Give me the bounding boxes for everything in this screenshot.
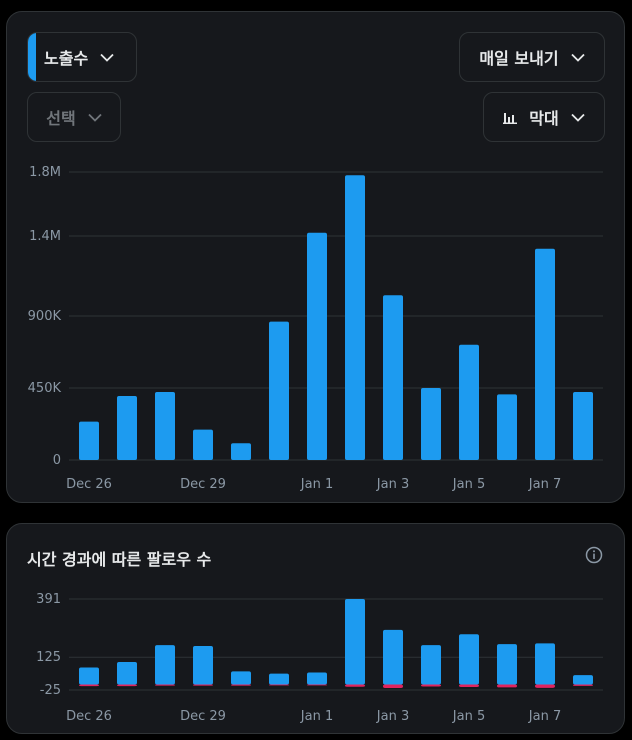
export-daily-label: 매일 보내기 [479, 49, 559, 68]
bar[interactable] [193, 429, 213, 460]
negative-bar[interactable] [307, 684, 327, 686]
bar[interactable] [231, 671, 251, 685]
bar[interactable] [497, 644, 517, 685]
x-tick-label: Jan 3 [376, 477, 409, 492]
impressions-card: 노출수 매일 보내기 선택 막대 0 450K 900K 1.4M 1.8M Dec 26… [6, 11, 625, 503]
y-tick-label: 125 [36, 650, 61, 665]
chart-type-label: 막대 [529, 109, 559, 128]
bar-chart-icon [503, 113, 518, 124]
bar[interactable] [307, 232, 327, 460]
x-tick-label: Jan 5 [452, 709, 485, 724]
bar[interactable] [307, 672, 327, 685]
bar[interactable] [573, 392, 593, 460]
y-tick-label: -25 [40, 683, 61, 698]
bar[interactable] [79, 667, 99, 685]
negative-bar[interactable] [193, 684, 213, 686]
impressions-bar-chart: 0 450K 900K 1.4M 1.8M Dec 26 Dec 29 Jan 1 Jan 3 J… [28, 165, 603, 492]
y-tick-label: 1.4M [29, 229, 61, 244]
followers-card: 시간 경과에 따른 팔로우 수 -25 125 391 Dec 26 Dec 29 Jan… [6, 523, 625, 734]
negative-bar[interactable] [573, 684, 593, 686]
bar[interactable] [421, 388, 441, 460]
bar[interactable] [383, 295, 403, 460]
bar[interactable] [231, 443, 251, 460]
chevron-down-icon [570, 53, 585, 62]
select-dropdown[interactable]: 선택 [27, 92, 121, 142]
y-tick-label: 450K [28, 381, 62, 396]
negative-bar[interactable] [231, 684, 251, 686]
metric-color-indicator [28, 33, 36, 81]
chevron-down-icon [88, 113, 102, 122]
x-tick-label: Jan 1 [300, 477, 333, 492]
x-tick-label: Jan 7 [528, 709, 561, 724]
negative-bar[interactable] [155, 684, 175, 686]
negative-bar[interactable] [79, 684, 99, 687]
x-tick-label: Dec 26 [66, 709, 112, 724]
bar[interactable] [79, 421, 99, 460]
bar[interactable] [193, 646, 213, 685]
bar[interactable] [573, 675, 593, 685]
x-tick-label: Jan 5 [452, 477, 485, 492]
chevron-down-icon [100, 53, 114, 62]
bar[interactable] [535, 248, 555, 460]
x-tick-label: Dec 26 [66, 477, 112, 492]
y-tick-label: 900K [28, 309, 62, 324]
negative-bar[interactable] [459, 684, 479, 687]
metric-dropdown[interactable]: 노출수 [27, 32, 137, 82]
x-tick-label: Jan 3 [376, 709, 409, 724]
negative-bar[interactable] [535, 684, 555, 688]
negative-bar[interactable] [345, 684, 365, 687]
bar[interactable] [459, 634, 479, 685]
export-daily-dropdown[interactable]: 매일 보내기 [459, 32, 605, 82]
x-tick-label: Jan 1 [300, 709, 333, 724]
bar[interactable] [269, 673, 289, 685]
metric-dropdown-label: 노출수 [44, 49, 89, 68]
negative-bar[interactable] [383, 684, 403, 689]
x-tick-label: Dec 29 [180, 709, 226, 724]
select-dropdown-label: 선택 [46, 109, 76, 128]
bar[interactable] [497, 394, 517, 460]
bar[interactable] [345, 599, 365, 685]
bar[interactable] [269, 321, 289, 460]
chart-type-dropdown[interactable]: 막대 [483, 92, 605, 142]
bar[interactable] [117, 396, 137, 460]
bar[interactable] [535, 643, 555, 685]
bar[interactable] [155, 392, 175, 460]
bar[interactable] [117, 662, 137, 685]
chevron-down-icon [571, 113, 585, 122]
y-tick-label: 1.8M [29, 165, 61, 180]
negative-bar[interactable] [269, 684, 289, 686]
bar[interactable] [421, 645, 441, 685]
bar[interactable] [155, 645, 175, 685]
info-icon[interactable] [585, 546, 603, 564]
y-tick-label: 391 [36, 592, 61, 607]
bar[interactable] [383, 629, 403, 685]
followers-chart-title: 시간 경과에 따른 팔로우 수 [27, 550, 212, 569]
y-tick-label: 0 [53, 453, 61, 468]
bar[interactable] [459, 344, 479, 460]
x-tick-label: Jan 7 [528, 477, 561, 492]
negative-bar[interactable] [421, 684, 441, 687]
followers-bar-chart: -25 125 391 Dec 26 Dec 29 Jan 1 Jan 3 Jan 5 Jan … [36, 592, 603, 724]
negative-bar[interactable] [497, 684, 517, 688]
negative-bar[interactable] [117, 684, 137, 687]
bar[interactable] [345, 175, 365, 460]
x-tick-label: Dec 29 [180, 477, 226, 492]
